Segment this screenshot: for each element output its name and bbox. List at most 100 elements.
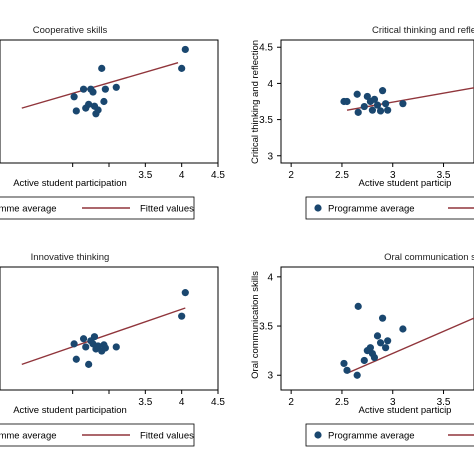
data-point [181,289,189,297]
x-tick-label: 4 [179,397,185,408]
y-axis-label: Oral communication skills [250,271,261,379]
x-axis-label: Active student participation [13,405,127,416]
data-point [360,102,368,111]
x-tick-label: 3 [390,170,396,181]
data-point [70,340,78,348]
x-tick-label: 2.5 [335,397,349,408]
x-tick-label: 3.5 [138,397,152,408]
data-point [354,108,362,116]
data-point [101,85,109,93]
legend-box [305,423,474,447]
legend-marker [314,204,322,212]
data-point [370,353,379,362]
data-point [94,106,102,114]
y-tick-label: 3 [267,371,273,382]
data-point [82,343,90,351]
data-point [70,93,78,101]
data-point [343,97,351,106]
data-point [384,337,392,345]
data-point [368,106,377,114]
data-point [373,332,382,340]
x-tick-label: 2 [288,170,294,181]
data-point [376,339,385,347]
x-axis-label: Active student particip [359,405,452,416]
x-tick-label: 3.5 [437,397,451,408]
data-point [382,344,390,352]
y-tick-label: 3.5 [259,115,273,126]
chart-title: Critical thinking and refle [372,25,474,36]
data-point [360,356,368,365]
data-point [382,100,390,108]
data-point [340,359,348,368]
data-point [378,87,387,95]
data-point [354,302,362,310]
plot-frame [0,39,219,164]
data-point [79,85,88,93]
legend-marker [314,431,322,439]
x-axis-label: Active student particip [359,178,452,189]
x-tick-label: 4 [179,170,185,181]
data-point [366,344,374,352]
data-point [178,64,186,72]
legend-label: Fitted values [140,204,194,215]
data-point [85,100,93,108]
data-point [178,312,186,320]
data-point [181,45,189,54]
y-tick-label: 3 [267,151,273,162]
data-point [343,366,351,374]
data-point [72,107,80,115]
chart-panel-1: Cooperative skills 3.5 4 4.5 Active student … [0,25,225,220]
data-point [384,106,392,114]
plot-frame [280,266,474,391]
data-point [399,325,407,333]
y-tick-label: 3.5 [259,322,273,333]
data-point [94,342,102,350]
data-point [89,88,97,96]
x-tick-label: 3.5 [138,170,152,181]
x-axis-label: Active student participation [13,178,127,189]
data-point [370,95,379,103]
legend-label: Programme average [328,431,415,442]
fitted-line [21,307,186,366]
data-point [85,360,93,368]
data-point [399,100,407,108]
chart-title: Oral communication s [384,252,474,263]
x-tick-label: 4.5 [211,397,225,408]
data-point [112,343,120,351]
legend-label: ramme average [0,431,57,442]
data-point [112,83,120,91]
data-point [353,90,361,98]
x-tick-label: 3 [390,397,396,408]
x-tick-label: 4.5 [211,170,225,181]
data-point [90,333,99,341]
chart-panel-3: Innovative thinking 3.5 4 4.5 Active student… [0,252,225,447]
legend-label: Fitted values [140,431,194,442]
data-point [353,371,361,379]
x-tick-label: 3.5 [437,170,451,181]
chart-title: Cooperative skills [33,25,108,36]
data-point [100,97,108,106]
plot-frame [280,39,474,164]
y-axis-label: Critical thinking and reflection [250,40,261,164]
data-point [72,355,80,363]
data-point [378,314,387,322]
y-tick-label: 4 [267,79,273,90]
data-point [376,107,385,115]
data-point [98,64,106,72]
data-point [373,101,382,109]
chart-title: Innovative thinking [31,252,110,263]
fitted-line [346,317,474,374]
legend-label: ramme average [0,204,57,215]
plot-frame [0,266,219,391]
legend-label: Programme average [328,204,415,215]
chart-panel-2: Critical thinking and refle 2 2.5 3 3.5 3 3.5 4… [250,25,474,220]
y-tick-label: 4.5 [259,43,273,54]
x-tick-label: 2.5 [335,170,349,181]
data-point [101,344,109,352]
x-tick-label: 2 [288,397,294,408]
y-tick-label: 4 [267,272,273,283]
legend-box [305,196,474,220]
chart-panel-4: Oral communication s 2 2.5 3 3.5 3 3.5 4 Active … [250,252,474,447]
fitted-line [21,62,179,109]
